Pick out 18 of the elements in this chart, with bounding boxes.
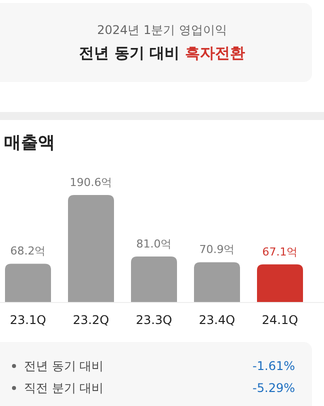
text: 2024년 1분기 영업이익 <box>97 23 227 37</box>
x-tick-label: 23.2Q <box>72 313 110 327</box>
chart-title: 매출액 <box>4 133 55 153</box>
text: -1.61% <box>252 359 295 373</box>
x-tick-label: 23.3Q <box>136 313 172 327</box>
x-tick-label: 24.1Q <box>262 313 298 327</box>
x-tick-label: 23.4Q <box>198 313 236 327</box>
x-tick-label: 23.1Q <box>10 313 46 327</box>
data-label: 190.6억 <box>70 176 112 189</box>
text: -5.29% <box>252 381 295 395</box>
text: 직전 분기 대비 <box>24 381 104 395</box>
data-label: 81.0억 <box>136 238 172 251</box>
data-label: 67.1억 <box>262 245 298 258</box>
data-label: 70.9억 <box>199 243 235 256</box>
text: 전년 동기 대비 <box>24 359 104 373</box>
text: 전년 동기 대비 <box>79 44 180 62</box>
text: 흑자전환 <box>180 44 245 62</box>
data-label: 68.2억 <box>10 244 46 258</box>
